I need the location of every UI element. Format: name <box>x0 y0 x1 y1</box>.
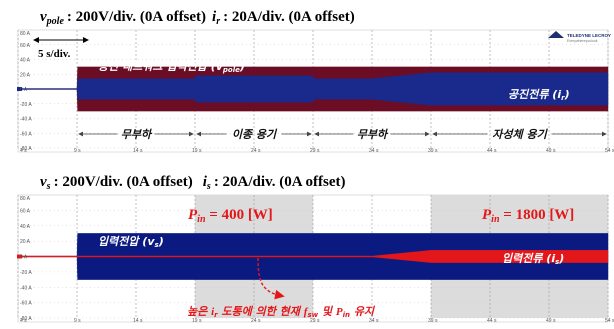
bottom-waveforms <box>17 233 609 280</box>
top-waveforms <box>17 66 609 112</box>
x-tick-label: 29 s <box>310 148 320 154</box>
x-tick-label: 34 s <box>369 318 379 324</box>
bottom-header: vs: 200V/div. (0A offset) is: 20A/div. (0… <box>40 174 345 192</box>
x-tick-label: 19 s <box>192 148 202 154</box>
x-tick-label: 9 s <box>74 148 81 154</box>
top-v-symbol: v <box>40 9 47 25</box>
bottom-i-symbol: i <box>203 174 208 190</box>
top-voltage-label: 공진 네트워크 입력전압 (vpole) <box>98 60 245 74</box>
bottom-i-subscript: s <box>206 181 211 192</box>
y-tick-label: -80 A <box>20 316 32 322</box>
y-tick-label: -20 A <box>20 102 32 108</box>
y-tick-label: 0 A <box>20 255 28 261</box>
bottom-i-scale: : 20A/div. (0A offset) <box>214 174 346 190</box>
top-i-scale: : 20A/div. (0A offset) <box>223 9 355 25</box>
teledyne-logo-icon <box>548 31 564 38</box>
phase-label: 무부하 <box>121 128 153 141</box>
bottom-current-label: 입력전류 (is) <box>502 252 564 266</box>
bottom-scope-panel: 80 A60 A40 A20 A0 A-20 A-40 A-60 A-80 A4… <box>17 194 614 324</box>
top-v-subscript: pole <box>46 16 65 27</box>
y-tick-label: 40 A <box>20 58 31 64</box>
x-tick-label: 29 s <box>310 318 320 324</box>
x-tick-label: 14 s <box>133 148 143 154</box>
zero-marker <box>17 87 22 91</box>
bottom-v-scale: : 200V/div. (0A offset) <box>54 174 193 190</box>
top-header: vpole: 200V/div. (0A offset) ir: 20A/div.… <box>40 9 355 27</box>
time-scale-label: 5 s/div. <box>38 48 71 60</box>
bottom-voltage-label: 입력전압 (vs) <box>98 235 164 249</box>
y-tick-label: 80 A <box>20 196 31 202</box>
bottom-note: 높은 ir 도통에 의한 현재 fsw 및 Pin 유지 <box>187 305 376 319</box>
x-tick-label: 19 s <box>192 318 202 324</box>
top-scope-panel: 80 A60 A40 A20 A0 A-20 A-40 A-60 A-80 A4… <box>17 29 614 154</box>
y-tick-label: 20 A <box>20 72 31 78</box>
pin-1800-label: Pin = 1800 [W] <box>482 207 574 225</box>
phase-label: 무부하 <box>357 128 389 141</box>
top-current-label: 공진전류 (ir) <box>508 88 570 102</box>
x-tick-label: 39 s <box>428 148 438 154</box>
y-tick-label: -20 A <box>20 270 32 276</box>
y-tick-label: -40 A <box>20 117 32 123</box>
x-tick-label: 9 s <box>74 318 81 324</box>
top-v-scale: : 200V/div. (0A offset) <box>67 9 206 25</box>
y-tick-label: 60 A <box>20 43 31 49</box>
x-tick-label: 4 s <box>20 318 27 324</box>
y-tick-label: 80 A <box>20 31 31 37</box>
bottom-v-symbol: v <box>40 174 47 190</box>
phase-label: 이종 용기 <box>232 128 278 141</box>
x-tick-label: 39 s <box>428 318 438 324</box>
pin-400-label: Pin = 400 [W] <box>188 207 273 225</box>
top-i-subscript: r <box>216 16 220 27</box>
x-tick-label: 44 s <box>487 148 497 154</box>
note-arrow <box>257 257 285 300</box>
x-tick-label: 14 s <box>133 318 143 324</box>
x-tick-label: 24 s <box>251 148 261 154</box>
y-tick-label: 20 A <box>20 239 31 245</box>
top-phase-annotations: 무부하 이종 용기 무부하 자성체 용기 <box>78 128 607 141</box>
y-tick-label: -60 A <box>20 131 32 137</box>
top-axis-ticks: 80 A60 A40 A20 A0 A-20 A-40 A-60 A-80 A4… <box>20 31 614 154</box>
top-i-symbol: i <box>212 9 217 25</box>
y-tick-label: -40 A <box>20 285 32 291</box>
bottom-v-subscript: s <box>46 181 51 192</box>
x-tick-label: 24 s <box>251 318 261 324</box>
x-tick-label: 49 s <box>546 318 556 324</box>
y-tick-label: -60 A <box>20 301 32 307</box>
x-tick-label: 44 s <box>487 318 497 324</box>
y-tick-label: -80 A <box>20 146 32 152</box>
teledyne-logo-brand: TELEDYNE LECROY <box>567 33 611 38</box>
x-tick-label: 54 s <box>605 318 614 324</box>
teledyne-logo: TELEDYNE LECROY Everywhereyoulook <box>548 31 611 43</box>
x-tick-label: 4 s <box>20 148 27 154</box>
phase-label: 자성체 용기 <box>492 128 548 141</box>
bottom-axis-ticks: 80 A60 A40 A20 A0 A-20 A-40 A-60 A-80 A4… <box>20 196 614 324</box>
x-tick-label: 34 s <box>369 148 379 154</box>
y-tick-label: 0 A <box>20 87 28 93</box>
y-tick-label: 60 A <box>20 208 31 214</box>
y-tick-label: 40 A <box>20 224 31 230</box>
x-tick-label: 54 s <box>605 148 614 154</box>
x-tick-label: 49 s <box>546 148 556 154</box>
series-i_r <box>18 72 609 106</box>
zero-marker <box>17 254 22 259</box>
teledyne-logo-tagline: Everywhereyoulook <box>567 39 598 43</box>
